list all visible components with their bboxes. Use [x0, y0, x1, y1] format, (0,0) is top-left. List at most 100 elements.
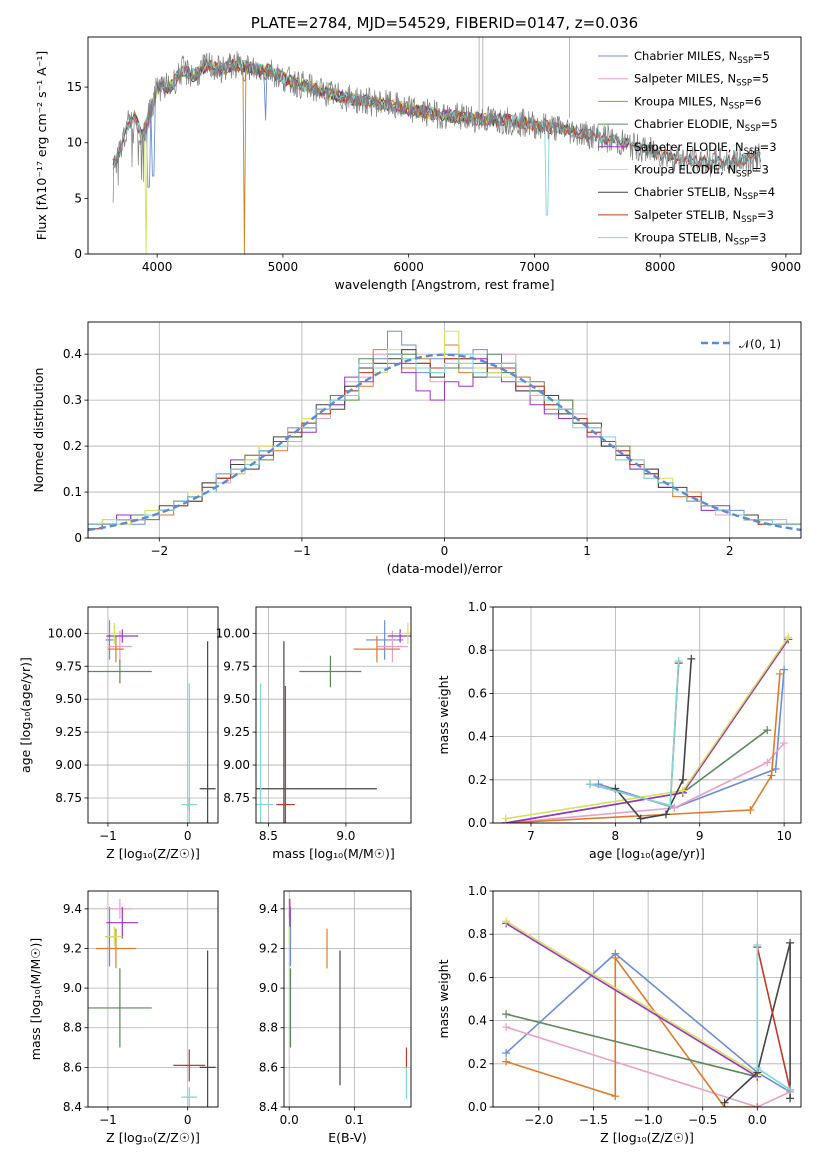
- legend-label: Chabrier ELODIE, NSSP=5: [634, 117, 778, 134]
- plot-area: [88, 898, 216, 1107]
- legend-label-sub: SSP: [744, 147, 760, 157]
- axes-frame: [492, 890, 802, 1108]
- x-axis-label: Z [log₁₀(Z/Z☉)]: [106, 846, 200, 861]
- series-line: [505, 920, 758, 1076]
- legend-label-tail: =3: [752, 163, 769, 177]
- y-tick-label: 0.0: [468, 1100, 487, 1114]
- y-tick-label: 8.75: [223, 791, 250, 805]
- axes-frame: [492, 606, 802, 824]
- series-marker: [753, 941, 762, 949]
- series-marker: [502, 1049, 511, 1057]
- y-tick-label: 9.00: [55, 758, 82, 772]
- x-axis-label: Z [log₁₀(Z/Z☉)]: [106, 1130, 200, 1145]
- legend-label-tail: =3: [749, 231, 766, 245]
- y-tick-label: 9.0: [63, 981, 82, 995]
- x-axis-label: mass [log₁₀(M/M☉)]: [272, 846, 394, 861]
- y-tick-label: 0.4: [468, 1014, 487, 1028]
- series-line: [505, 636, 789, 820]
- y-tick-label: 0.2: [468, 1057, 487, 1071]
- errorbar-point: [107, 635, 124, 663]
- x-tick-label: 9: [696, 829, 704, 843]
- mass-weight-series: [753, 941, 795, 1094]
- x-tick-label: 0: [184, 829, 192, 843]
- series-marker: [687, 654, 696, 663]
- legend-label-sub: SSP: [736, 170, 752, 180]
- gridlines: [88, 891, 218, 1108]
- panel-1: −2 −1 0 1 2 0 0.1 0.2 0.3 0.4 (data-model)/error No…: [31, 321, 802, 576]
- y-axis-label: mass [log₁₀(M/M☉)]: [28, 938, 43, 1060]
- series-marker: [636, 814, 645, 823]
- x-tick-label: 9.0: [336, 829, 355, 843]
- errorbar-point: [387, 629, 411, 643]
- series-marker: [502, 917, 511, 926]
- legend-label-tail: =3: [757, 208, 774, 222]
- y-tick-label: 9.50: [223, 692, 250, 706]
- legend-label-sub: SSP: [734, 238, 750, 248]
- series-marker: [502, 1023, 511, 1032]
- mass-weight-series: [753, 943, 795, 1094]
- x-tick-label: 2: [726, 544, 734, 558]
- x-tick-label: 6000: [393, 260, 424, 274]
- errorbar-point: [199, 641, 216, 823]
- errorbar-point: [95, 928, 136, 969]
- mass-weight-series: [720, 938, 795, 1107]
- y-tick-label: 0.2: [63, 439, 82, 453]
- series-marker: [753, 1103, 762, 1107]
- series-line: [505, 673, 781, 823]
- legend-label-sub: SSP: [742, 192, 758, 202]
- y-tick-label: 8.75: [55, 791, 82, 805]
- y-tick-label: 8.6: [63, 1060, 82, 1074]
- errorbar-point: [199, 950, 216, 1107]
- x-tick-label: 0: [441, 544, 449, 558]
- errorbar-point: [366, 620, 404, 660]
- series-marker: [611, 953, 620, 962]
- series-marker: [786, 938, 795, 947]
- panel-4: 7 8 9 10 0.0 0.2 0.4 0.6 0.8 1.0 age [log₁₀(age/yr…: [436, 600, 802, 861]
- series-marker: [786, 1085, 795, 1094]
- series-line: [505, 1026, 791, 1107]
- legend-label-tail: =4: [758, 185, 775, 199]
- series-marker: [586, 780, 595, 789]
- errorbar-point: [276, 686, 295, 823]
- legend-label-tail: =5: [752, 72, 769, 86]
- x-axis-label: Z [log₁₀(Z/Z☉)]: [600, 1130, 694, 1145]
- series-line: [505, 742, 785, 823]
- series-marker: [784, 633, 793, 642]
- plot-area: [112, 37, 762, 254]
- legend-label-main: Salpeter ELODIE, N: [634, 140, 744, 154]
- y-tick-label: 9.2: [63, 941, 82, 955]
- plot-area: [502, 917, 795, 1107]
- legend-label-main: Chabrier MILES, N: [634, 49, 737, 63]
- x-tick-label: 0.1: [345, 1113, 364, 1127]
- legend-label-tail: =6: [744, 94, 761, 108]
- series-marker: [502, 1057, 511, 1066]
- series-marker: [763, 726, 772, 735]
- series-marker: [670, 803, 679, 812]
- y-tick-label: 0.4: [63, 347, 82, 361]
- y-tick-label: 0.6: [468, 970, 487, 984]
- mass-weight-series: [501, 633, 793, 823]
- legend-label: Kroupa STELIB, NSSP=3: [634, 231, 766, 248]
- panel-3: 8.5 9.0 8.75 9.00 9.25 9.50 9.75 10.00 mass [log…: [216, 606, 412, 861]
- axes-frame: [87, 606, 219, 824]
- series-marker: [780, 739, 789, 748]
- series-line: [505, 922, 758, 1078]
- y-axis-label: Normed distribution: [31, 368, 46, 493]
- legend-label-main: Chabrier STELIB, N: [634, 185, 742, 199]
- errorbar-point: [109, 622, 120, 644]
- legend-label-main: Salpeter MILES, N: [634, 72, 736, 86]
- legend-label-tail: =5: [753, 49, 770, 63]
- chart-title: PLATE=2784, MJD=54529, FIBERID=0147, z=0…: [251, 14, 638, 32]
- series-marker: [775, 669, 784, 678]
- mass-weight-series: [611, 654, 696, 823]
- errorbar-point: [88, 659, 152, 684]
- series-line: [589, 660, 680, 807]
- panel-5: −1 0 8.4 8.6 8.8 9.0 9.2 9.4 Z [log₁₀(Z/Z☉)] mass…: [28, 890, 219, 1145]
- series-line: [723, 942, 791, 1104]
- errorbar-point: [106, 629, 139, 643]
- series-marker: [501, 814, 510, 823]
- series-marker: [767, 771, 776, 780]
- y-tick-label: 8.8: [259, 1021, 278, 1035]
- y-tick-label: 15: [67, 80, 82, 94]
